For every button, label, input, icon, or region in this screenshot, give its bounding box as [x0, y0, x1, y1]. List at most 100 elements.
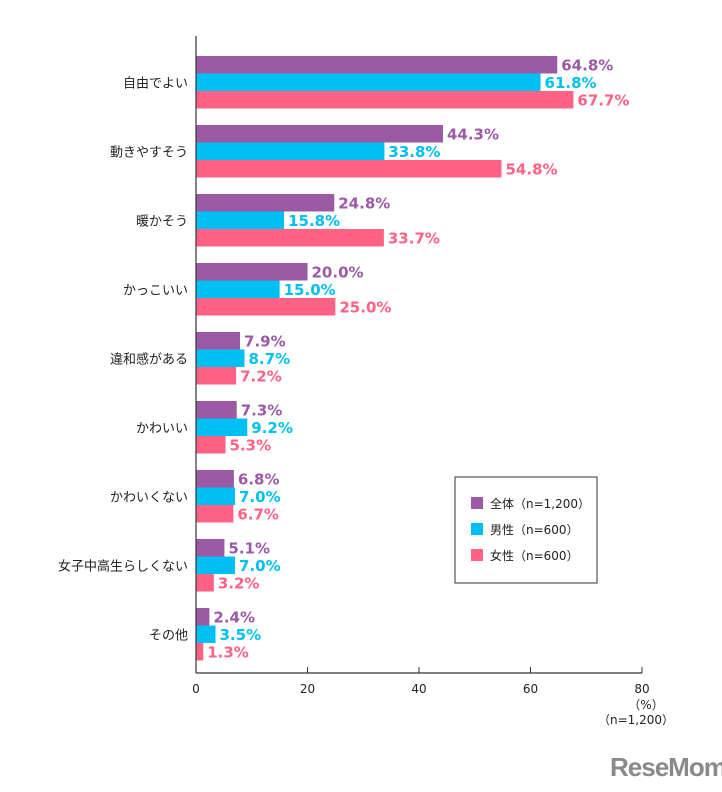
legend-label: 全体（n=1,200） [490, 496, 590, 511]
bar [196, 418, 248, 436]
category-label: その他 [149, 628, 188, 643]
data-label-bg [285, 212, 336, 228]
data-label-bg [236, 557, 277, 573]
category-label: 女子中高生らしくない [58, 558, 188, 574]
data-label: 7.0% [239, 488, 281, 506]
data-label: 7.3% [241, 402, 283, 420]
legend-swatch [471, 523, 483, 535]
data-label-bg [241, 333, 282, 349]
data-label: 5.3% [230, 437, 272, 455]
data-label: 25.0% [339, 299, 391, 317]
bar [196, 401, 237, 419]
bar [196, 539, 225, 557]
data-label: 3.5% [220, 626, 262, 644]
legend-swatch [471, 549, 483, 561]
data-label: 61.8% [545, 74, 597, 92]
data-label-bg [502, 161, 553, 177]
x-tick-label: 40 [411, 682, 426, 696]
data-label-bg [236, 488, 277, 504]
x-tick-label: 0 [192, 682, 200, 696]
data-label-bg [384, 230, 435, 246]
data-label: 24.8% [338, 195, 390, 213]
category-label: 違和感がある [110, 351, 188, 367]
data-label: 1.3% [207, 644, 249, 662]
legend-label: 女性（n=600） [490, 548, 579, 563]
bar [196, 125, 443, 143]
data-label: 5.1% [228, 540, 270, 558]
data-label-bg [214, 575, 256, 591]
data-label: 6.7% [237, 506, 279, 524]
bar [196, 73, 541, 91]
bar [196, 367, 237, 385]
bar [196, 229, 384, 247]
bar [196, 625, 216, 643]
data-label-bg [225, 540, 267, 556]
data-label: 6.8% [238, 471, 280, 489]
data-label-bg [574, 92, 625, 108]
data-label: 20.0% [312, 264, 364, 282]
bar [196, 263, 308, 281]
data-label: 67.7% [577, 92, 629, 110]
data-label-bg [234, 506, 276, 522]
legend-label: 男性（n=600） [490, 523, 579, 537]
bar [196, 91, 574, 109]
bar [196, 643, 204, 661]
data-label-bg [385, 143, 436, 159]
data-label-bg [335, 195, 386, 211]
x-unit-label: （%） [628, 698, 663, 712]
category-label: 暖かそう [136, 214, 188, 229]
data-label-bg [210, 609, 252, 625]
data-label-bg [237, 368, 278, 384]
category-label: かっこいい [123, 283, 188, 298]
category-label: 動きやすそう [110, 145, 188, 160]
bar [196, 608, 210, 626]
data-label: 9.2% [251, 419, 293, 437]
bar [196, 505, 234, 523]
bar [196, 556, 236, 574]
data-label: 3.2% [218, 575, 260, 593]
data-label: 54.8% [506, 161, 558, 179]
bar [196, 298, 336, 316]
legend-swatch [471, 497, 483, 509]
bar [196, 436, 226, 454]
bar [196, 487, 236, 505]
data-label: 7.0% [239, 557, 281, 575]
data-label-bg [336, 299, 387, 315]
bar [196, 574, 214, 592]
bar [196, 56, 558, 74]
category-label: かわいい [136, 421, 188, 436]
data-label-bg [558, 57, 609, 73]
data-label: 44.3% [447, 126, 499, 144]
data-label: 2.4% [213, 609, 255, 627]
x-tick-label: 20 [300, 682, 315, 696]
data-label: 7.9% [244, 333, 286, 351]
data-label-bg [245, 350, 287, 366]
data-label-bg [237, 402, 279, 418]
data-label: 33.8% [388, 143, 440, 161]
bar [196, 211, 285, 229]
data-label-bg [234, 471, 276, 487]
bar [196, 142, 385, 160]
data-label-bg [443, 126, 494, 142]
bar [196, 349, 245, 367]
x-tick-label: 60 [523, 682, 538, 696]
data-label-bg [308, 264, 359, 280]
data-label-bg [248, 419, 290, 435]
resemom-logo: ReseMom [610, 752, 722, 782]
x-tick-label: 80 [634, 682, 649, 696]
data-label-bg [541, 74, 592, 90]
data-label: 15.0% [284, 281, 336, 299]
data-label-bg [280, 281, 331, 297]
data-label: 15.8% [288, 212, 340, 230]
bar [196, 470, 234, 488]
category-label: かわいくない [110, 490, 188, 505]
data-label: 64.8% [561, 57, 613, 75]
data-label: 7.2% [240, 368, 282, 386]
category-label: 自由でよい [123, 76, 188, 91]
data-label: 8.7% [249, 350, 291, 368]
sample-size-note: （n=1,200） [598, 713, 674, 727]
data-label-bg [216, 626, 258, 642]
bar [196, 332, 241, 350]
data-label: 33.7% [388, 230, 440, 248]
